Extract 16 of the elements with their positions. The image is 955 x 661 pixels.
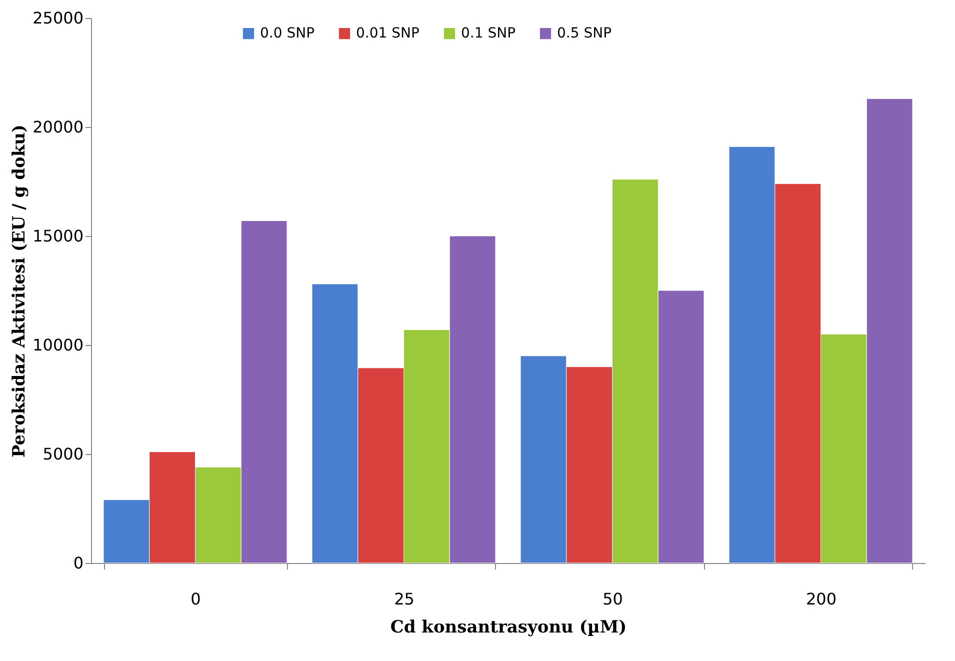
legend-label: 0.0 SNP [260,26,315,42]
legend-label: 0.5 SNP [557,26,612,42]
y-tick-label: 5000 [42,444,84,464]
x-axis-title: Cd konsantrasyonu (µM) [390,618,627,638]
y-tick-label: 20000 [32,118,84,136]
y-tick-label: 10000 [32,336,84,354]
y-tick-label: 15000 [32,226,84,246]
legend-label: 0.01 SNP [356,26,420,42]
legend-label: 0.1 SNP [461,26,516,42]
x-tick-label: 50 [602,590,623,608]
y-axis-title: Peroksidaz Aktivitesi (EU / g doku) [10,124,30,458]
x-tick-label: 0 [190,590,201,608]
y-tick-label: 0 [73,554,84,572]
x-tick-label: 200 [806,590,837,608]
y-tick-label: 25000 [32,8,84,28]
x-tick-label: 25 [394,590,414,608]
